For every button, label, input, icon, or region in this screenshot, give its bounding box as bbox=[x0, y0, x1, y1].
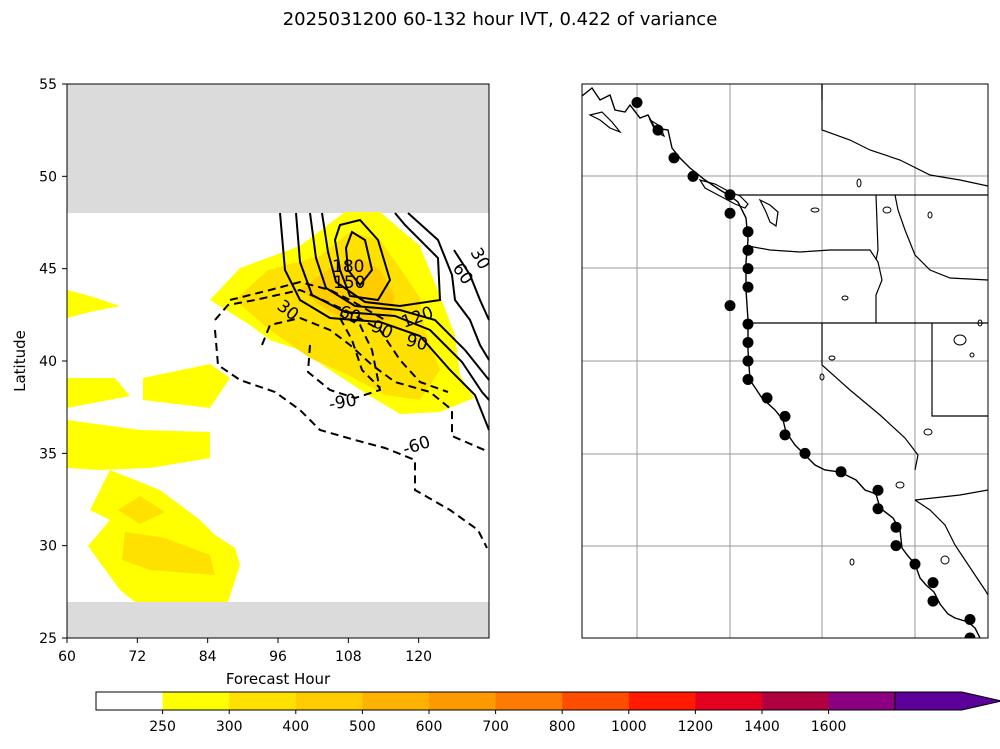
x-tick-label: 60 bbox=[58, 649, 76, 665]
contour-label: 150 bbox=[333, 273, 365, 293]
station-marker bbox=[779, 429, 791, 441]
colorbar-segment bbox=[628, 692, 696, 710]
colorbar-segment bbox=[495, 692, 563, 710]
map-gridlines bbox=[582, 84, 988, 638]
baja-gulf bbox=[914, 499, 988, 596]
station-marker bbox=[724, 300, 736, 312]
ivt-fill bbox=[67, 212, 474, 602]
colorbar-tick-label: 700 bbox=[482, 719, 509, 735]
island-vancouver bbox=[698, 179, 749, 209]
colorbar-tick-label: 1600 bbox=[811, 719, 847, 735]
hovmoller-panel: 30 60 180 150 120 90 30 60 90 -90 -60 60… bbox=[11, 77, 494, 688]
colorbar-tick-label: 800 bbox=[549, 719, 576, 735]
colorbar-tick-label: 300 bbox=[216, 719, 243, 735]
colorbar-segment bbox=[695, 692, 763, 710]
colorbar-segment bbox=[429, 692, 497, 710]
colorbar-segment bbox=[362, 692, 430, 710]
station-marker bbox=[872, 484, 884, 496]
station-marker bbox=[724, 189, 736, 201]
y-tick-label: 50 bbox=[39, 169, 57, 185]
station-marker bbox=[687, 170, 699, 182]
contour-label: -90 bbox=[327, 390, 358, 415]
station-marker bbox=[927, 595, 939, 607]
puget-sound bbox=[758, 198, 779, 228]
station-marker bbox=[890, 521, 902, 533]
y-tick-label: 40 bbox=[39, 354, 57, 370]
colorbar-segment bbox=[162, 692, 230, 710]
figure-title: 2025031200 60-132 hour IVT, 0.422 of var… bbox=[282, 9, 718, 30]
x-tick-label: 108 bbox=[335, 649, 362, 665]
station-marker bbox=[890, 540, 902, 552]
colorbar-tick-label: 1400 bbox=[744, 719, 780, 735]
colorbar-segment bbox=[229, 692, 297, 710]
colorbar: 250 300 400 500 600 700 800 1000 1200 1400 1600 bbox=[95, 691, 1000, 735]
hovmoller-ticks: 60 72 84 96 108 120 25 30 35 40 45 50 55 bbox=[39, 77, 432, 665]
colorbar-segment bbox=[562, 692, 630, 710]
colorbar-tick-label: 1200 bbox=[678, 719, 714, 735]
y-axis-label: Latitude bbox=[11, 330, 29, 392]
station-marker bbox=[927, 577, 939, 589]
x-tick-label: 120 bbox=[405, 649, 432, 665]
x-tick-label: 84 bbox=[199, 649, 217, 665]
colorbar-segment bbox=[295, 692, 363, 710]
colorbar-segment bbox=[828, 692, 896, 710]
station-marker bbox=[799, 447, 811, 459]
station-marker bbox=[652, 124, 664, 136]
y-tick-label: 45 bbox=[39, 262, 57, 278]
station-marker bbox=[872, 503, 884, 515]
borders bbox=[738, 84, 988, 501]
positive-contours bbox=[279, 212, 490, 431]
station-marker bbox=[742, 318, 754, 330]
station-marker bbox=[742, 373, 754, 385]
station-marker bbox=[835, 466, 847, 478]
station-marker bbox=[631, 96, 643, 108]
map-panel bbox=[581, 83, 989, 639]
colorbar-tick-label: 250 bbox=[149, 719, 176, 735]
mask-band-south bbox=[67, 602, 489, 638]
y-tick-label: 25 bbox=[39, 631, 57, 647]
y-tick-label: 35 bbox=[39, 446, 57, 462]
y-tick-label: 55 bbox=[39, 77, 57, 93]
station-marker bbox=[668, 152, 680, 164]
station-marker bbox=[742, 226, 754, 238]
station-markers bbox=[631, 96, 976, 638]
station-marker bbox=[779, 410, 791, 422]
x-axis-label: Forecast Hour bbox=[226, 670, 331, 688]
station-marker bbox=[724, 207, 736, 219]
colorbar-tick-label: 500 bbox=[349, 719, 376, 735]
colorbar-segment bbox=[96, 692, 164, 710]
contour-label: -60 bbox=[400, 432, 433, 460]
station-marker bbox=[742, 263, 754, 275]
contour-label: 180 bbox=[332, 257, 364, 277]
station-marker bbox=[742, 355, 754, 367]
station-marker bbox=[909, 558, 921, 570]
colorbar-tick-label: 400 bbox=[282, 719, 309, 735]
station-marker bbox=[761, 392, 773, 404]
station-marker bbox=[742, 244, 754, 256]
lakes bbox=[810, 178, 983, 566]
negative-contours bbox=[214, 280, 490, 549]
y-tick-label: 30 bbox=[39, 539, 57, 555]
station-marker bbox=[742, 281, 754, 293]
map-axes-frame bbox=[581, 83, 989, 639]
station-marker bbox=[964, 632, 976, 638]
colorbar-tick-label: 600 bbox=[416, 719, 443, 735]
colorbar-segment bbox=[894, 691, 1000, 711]
mask-band-north bbox=[67, 84, 489, 213]
colorbar-tick-label: 1000 bbox=[611, 719, 647, 735]
station-marker bbox=[964, 614, 976, 626]
station-marker bbox=[742, 337, 754, 349]
colorbar-segment bbox=[762, 692, 830, 710]
x-tick-label: 72 bbox=[128, 649, 146, 665]
x-tick-label: 96 bbox=[269, 649, 287, 665]
